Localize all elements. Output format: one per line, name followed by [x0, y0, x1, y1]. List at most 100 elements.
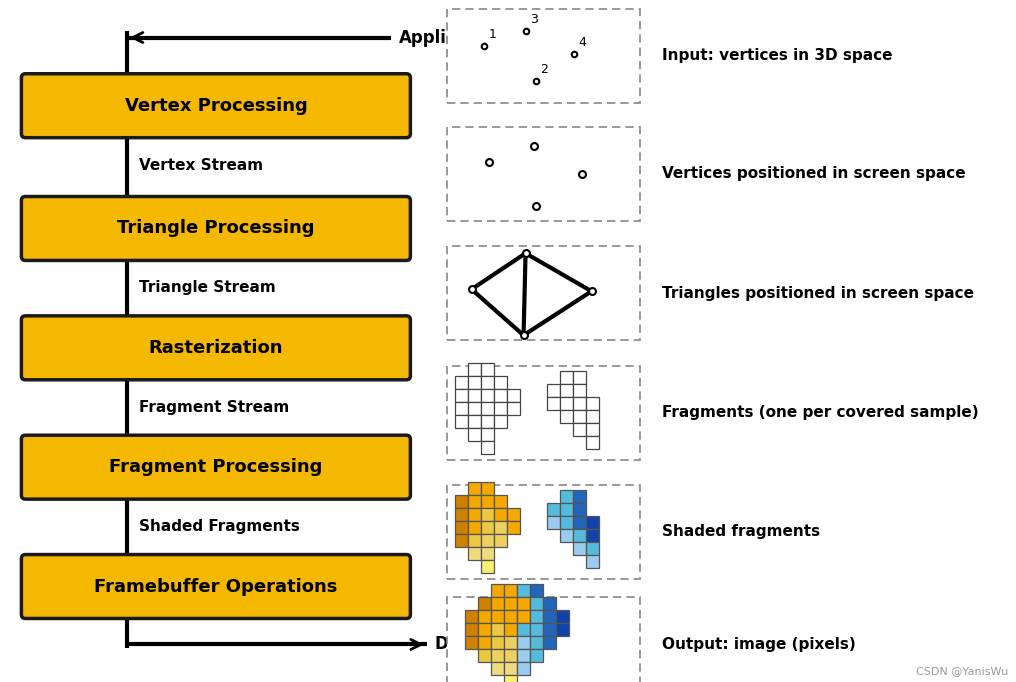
- Bar: [491, 662, 504, 675]
- Bar: [479, 623, 491, 636]
- Text: Rasterization: Rasterization: [148, 339, 283, 357]
- Text: Application: Application: [399, 29, 505, 46]
- Bar: [479, 610, 491, 623]
- Text: Vertex Processing: Vertex Processing: [125, 97, 307, 115]
- Bar: [481, 508, 494, 521]
- Bar: [468, 389, 481, 402]
- Bar: [491, 610, 504, 623]
- Text: Framebuffer Operations: Framebuffer Operations: [94, 578, 337, 595]
- Bar: [543, 610, 556, 623]
- Bar: [573, 503, 586, 516]
- Bar: [481, 441, 494, 454]
- Bar: [455, 376, 468, 389]
- Bar: [468, 402, 481, 415]
- Bar: [468, 415, 481, 428]
- Bar: [573, 516, 586, 529]
- Bar: [547, 516, 560, 529]
- Bar: [573, 490, 586, 503]
- Bar: [455, 508, 468, 521]
- Bar: [494, 521, 507, 534]
- Bar: [556, 610, 569, 623]
- Bar: [494, 376, 507, 389]
- Bar: [479, 636, 491, 649]
- Bar: [455, 521, 468, 534]
- Bar: [507, 508, 520, 521]
- Bar: [481, 402, 494, 415]
- Bar: [494, 389, 507, 402]
- Bar: [586, 397, 599, 410]
- Bar: [543, 636, 556, 649]
- Bar: [560, 516, 573, 529]
- Bar: [530, 649, 543, 662]
- Bar: [573, 397, 586, 410]
- FancyBboxPatch shape: [447, 485, 640, 579]
- Bar: [468, 376, 481, 389]
- Bar: [481, 495, 494, 508]
- Text: CSDN @YanisWu: CSDN @YanisWu: [915, 666, 1008, 676]
- Bar: [491, 584, 504, 597]
- Bar: [586, 516, 599, 529]
- FancyBboxPatch shape: [21, 196, 410, 261]
- Bar: [481, 560, 494, 573]
- Bar: [507, 521, 520, 534]
- Text: Output: image (pixels): Output: image (pixels): [662, 637, 856, 652]
- Bar: [517, 597, 530, 610]
- Bar: [586, 410, 599, 423]
- Bar: [573, 370, 586, 383]
- Bar: [465, 636, 479, 649]
- Bar: [573, 423, 586, 436]
- Bar: [517, 649, 530, 662]
- Bar: [560, 503, 573, 516]
- Bar: [573, 529, 586, 542]
- FancyBboxPatch shape: [447, 127, 640, 221]
- Bar: [547, 397, 560, 410]
- Bar: [468, 534, 481, 547]
- Bar: [468, 521, 481, 534]
- Bar: [530, 597, 543, 610]
- Bar: [504, 610, 517, 623]
- Text: Vertices positioned in screen space: Vertices positioned in screen space: [662, 166, 966, 181]
- Text: 1: 1: [489, 28, 497, 41]
- Bar: [573, 542, 586, 555]
- FancyBboxPatch shape: [447, 366, 640, 460]
- Bar: [504, 662, 517, 675]
- Text: Shaded fragments: Shaded fragments: [662, 524, 821, 539]
- Bar: [507, 389, 520, 402]
- Bar: [556, 623, 569, 636]
- Bar: [504, 597, 517, 610]
- Bar: [481, 376, 494, 389]
- Bar: [507, 402, 520, 415]
- Text: Display: Display: [435, 636, 503, 653]
- Text: Input: vertices in 3D space: Input: vertices in 3D space: [662, 48, 893, 63]
- Bar: [494, 402, 507, 415]
- Bar: [481, 363, 494, 376]
- Bar: [560, 397, 573, 410]
- Bar: [479, 597, 491, 610]
- Text: 3: 3: [530, 13, 538, 26]
- Bar: [468, 495, 481, 508]
- Bar: [468, 508, 481, 521]
- Text: Triangle Stream: Triangle Stream: [139, 280, 275, 295]
- Bar: [504, 584, 517, 597]
- Bar: [468, 547, 481, 560]
- Text: Fragment Stream: Fragment Stream: [139, 400, 290, 415]
- Bar: [560, 410, 573, 423]
- Bar: [481, 521, 494, 534]
- Bar: [465, 623, 479, 636]
- Bar: [517, 584, 530, 597]
- Bar: [530, 584, 543, 597]
- Bar: [494, 534, 507, 547]
- Bar: [573, 410, 586, 423]
- Bar: [586, 529, 599, 542]
- Bar: [543, 597, 556, 610]
- Bar: [468, 482, 481, 495]
- Bar: [455, 415, 468, 428]
- Text: Triangles positioned in screen space: Triangles positioned in screen space: [662, 286, 974, 301]
- Bar: [504, 623, 517, 636]
- Text: Shaded Fragments: Shaded Fragments: [139, 519, 300, 534]
- Bar: [491, 636, 504, 649]
- FancyBboxPatch shape: [21, 554, 410, 619]
- Bar: [530, 610, 543, 623]
- Bar: [586, 423, 599, 436]
- Bar: [547, 383, 560, 397]
